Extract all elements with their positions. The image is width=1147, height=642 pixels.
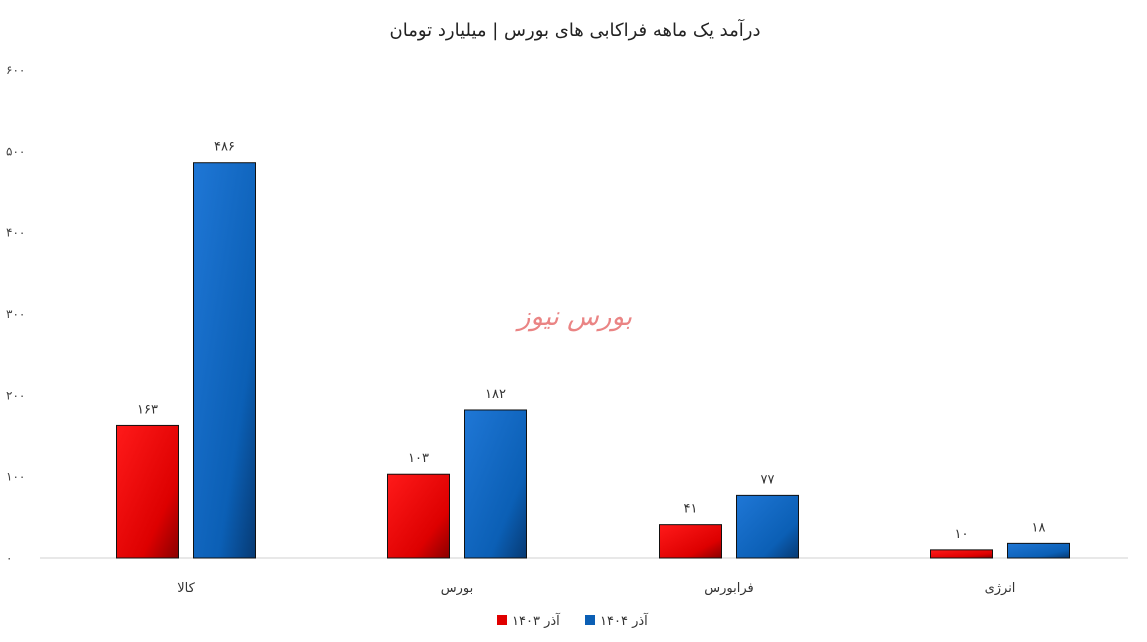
data-label: ۴۸۶ <box>214 140 235 155</box>
bar-series-1403 <box>930 549 993 559</box>
legend-label: آذر ۱۴۰۴ <box>600 612 649 629</box>
y-tick-label: ۲۰۰ <box>6 388 25 402</box>
data-label: ۱۸ <box>1032 520 1046 535</box>
category-label: فرابورس <box>704 581 753 596</box>
legend-swatch <box>585 615 595 625</box>
data-label: ۱۰۳ <box>408 451 429 466</box>
data-label: ۱۶۳ <box>137 402 158 417</box>
watermark-logo: بورس نیوز <box>515 302 632 332</box>
y-tick-label: ۰ <box>6 551 12 565</box>
data-label: ۱۰ <box>955 527 969 542</box>
legend-label: آذر ۱۴۰۳ <box>512 612 561 629</box>
category-labels: کالا بورس فرابورس انرژی <box>177 581 1015 596</box>
category-label: بورس <box>441 581 473 596</box>
y-axis: ۰ ۱۰۰ ۲۰۰ ۳۰۰ ۴۰۰ ۵۰۰ ۶۰۰ <box>6 63 25 565</box>
data-label: ۱۸۲ <box>485 387 506 402</box>
y-tick-label: ۴۰۰ <box>6 226 25 240</box>
y-tick-label: ۳۰۰ <box>6 307 25 321</box>
bar-series-1404 <box>736 494 799 559</box>
data-label: ۴۱ <box>684 502 698 517</box>
y-tick-label: ۱۰۰ <box>6 470 25 484</box>
category-label: کالا <box>177 581 195 596</box>
chart-title: درآمد یک ماهه فراکابی های بورس | میلیارد… <box>390 18 761 41</box>
data-label: ۷۷ <box>761 472 775 487</box>
bar-series-1404 <box>1007 542 1070 559</box>
legend-swatch <box>497 615 507 625</box>
y-tick-label: ۵۰۰ <box>6 144 25 158</box>
bar-series-1403 <box>659 524 722 559</box>
bar-series-1403 <box>116 424 179 559</box>
y-tick-label: ۶۰۰ <box>6 63 25 77</box>
bar-series-1404 <box>193 162 256 559</box>
bar-series-1404 <box>464 409 527 559</box>
category-label: انرژی <box>985 581 1016 596</box>
bars-group: ۱۶۳ ۴۸۶ ۱۰۳ ۱۸۲ ۴۱ ۷۷ ۱۰ ۱۸ <box>116 140 1070 559</box>
legend: آذر ۱۴۰۳ آذر ۱۴۰۴ <box>497 612 649 629</box>
bar-series-1403 <box>387 473 450 559</box>
